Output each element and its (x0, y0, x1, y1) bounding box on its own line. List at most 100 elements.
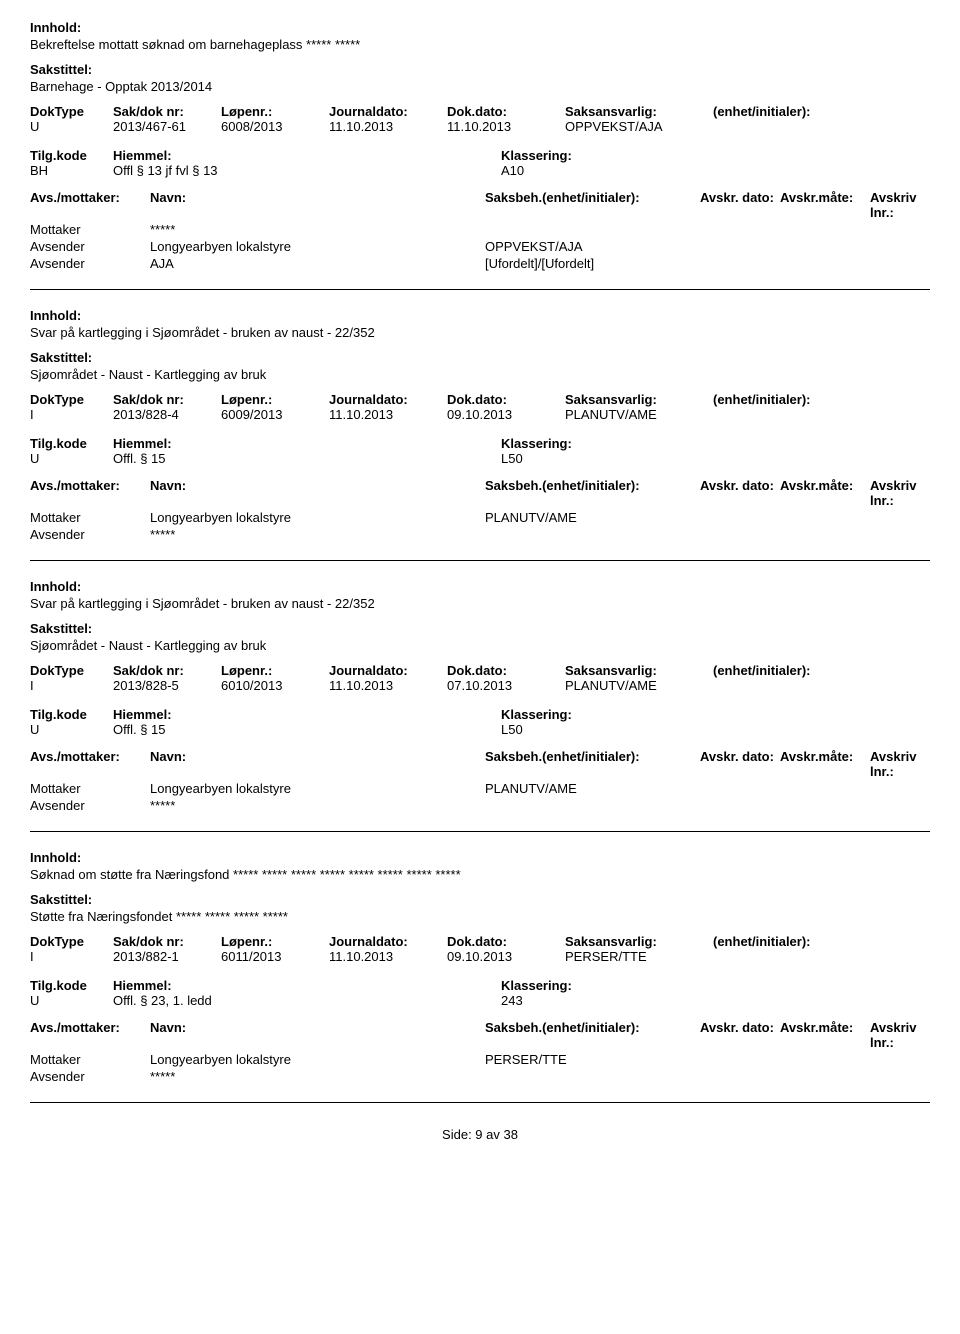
saksansvarlig-header: Saksansvarlig: (565, 663, 705, 678)
innhold-label: Innhold: (30, 308, 930, 323)
tilgkode-value: U (30, 993, 105, 1008)
party-role: Avsender (30, 527, 150, 542)
tilgkode-header: Tilg.kode (30, 978, 105, 993)
journaldato-header: Journaldato: (329, 934, 439, 949)
party-name: Longyearbyen lokalstyre (150, 1052, 485, 1067)
navn-header: Navn: (150, 1020, 485, 1050)
dokdato-header: Dok.dato: (447, 934, 557, 949)
sakstittel-label: Sakstittel: (30, 350, 930, 365)
dokdato-value: 11.10.2013 (447, 119, 557, 134)
saksansvarlig-value: PLANUTV/AME (565, 678, 705, 693)
journal-record: Innhold:Bekreftelse mottatt søknad om ba… (30, 20, 930, 290)
sakstittel-label: Sakstittel: (30, 892, 930, 907)
innhold-label: Innhold: (30, 579, 930, 594)
avskrdato-header: Avskr. dato: (700, 1020, 780, 1050)
tilg-grid: Tilg.kodeHiemmel:Klassering:BHOffl § 13 … (30, 148, 930, 178)
party-row: AvsenderLongyearbyen lokalstyreOPPVEKST/… (30, 239, 930, 254)
party-row: MottakerLongyearbyen lokalstyrePLANUTV/A… (30, 781, 930, 796)
party-saksbeh (485, 527, 930, 542)
party-name: ***** (150, 1069, 485, 1084)
journaldato-value: 11.10.2013 (329, 119, 439, 134)
party-header-row: Avs./mottaker:Navn:Saksbeh.(enhet/initia… (30, 1020, 930, 1050)
doc-meta-grid: DokTypeSak/dok nr:Løpenr.:Journaldato:Do… (30, 104, 930, 134)
lopenr-value: 6008/2013 (221, 119, 321, 134)
party-saksbeh: PLANUTV/AME (485, 781, 930, 796)
innhold-value: Søknad om støtte fra Næringsfond ***** *… (30, 867, 930, 882)
dokdato-header: Dok.dato: (447, 104, 557, 119)
dokdato-value: 09.10.2013 (447, 407, 557, 422)
party-role: Avsender (30, 1069, 150, 1084)
hjemmel-value: Offl § 13 jf fvl § 13 (113, 163, 493, 178)
klassering-header: Klassering: (501, 436, 930, 451)
avskrmate-header: Avskr.måte: (780, 749, 870, 779)
party-row: Avsender***** (30, 527, 930, 542)
saksbeh-header: Saksbeh.(enhet/initialer): (485, 749, 700, 779)
party-saksbeh: PERSER/TTE (485, 1052, 930, 1067)
avskrdato-header: Avskr. dato: (700, 478, 780, 508)
klassering-header: Klassering: (501, 978, 930, 993)
journal-record: Innhold:Svar på kartlegging i Sjøområdet… (30, 308, 930, 561)
party-role: Mottaker (30, 1052, 150, 1067)
party-role: Mottaker (30, 781, 150, 796)
avsmottaker-header: Avs./mottaker: (30, 478, 150, 508)
hjemmel-header: Hiemmel: (113, 978, 493, 993)
party-header-row: Avs./mottaker:Navn:Saksbeh.(enhet/initia… (30, 190, 930, 220)
avsmottaker-header: Avs./mottaker: (30, 749, 150, 779)
sakstittel-value: Sjøområdet - Naust - Kartlegging av bruk (30, 367, 930, 382)
hjemmel-value: Offl. § 15 (113, 451, 493, 466)
party-name: ***** (150, 222, 485, 237)
saksansvarlig-header: Saksansvarlig: (565, 392, 705, 407)
party-row: MottakerLongyearbyen lokalstyrePERSER/TT… (30, 1052, 930, 1067)
party-header-row: Avs./mottaker:Navn:Saksbeh.(enhet/initia… (30, 478, 930, 508)
doc-meta-grid: DokTypeSak/dok nr:Løpenr.:Journaldato:Do… (30, 392, 930, 422)
avskrivlnr-header: Avskriv lnr.: (870, 190, 930, 220)
saksansvarlig-value: PERSER/TTE (565, 949, 705, 964)
party-row: AvsenderAJA[Ufordelt]/[Ufordelt] (30, 256, 930, 271)
doktype-header: DokType (30, 392, 105, 407)
enhet-initialer-value (713, 119, 930, 134)
tilgkode-header: Tilg.kode (30, 436, 105, 451)
sakdoknr-header: Sak/dok nr: (113, 663, 213, 678)
party-row: Avsender***** (30, 798, 930, 813)
dokdato-header: Dok.dato: (447, 392, 557, 407)
tilg-grid: Tilg.kodeHiemmel:Klassering:UOffl. § 15L… (30, 436, 930, 466)
sakstittel-value: Barnehage - Opptak 2013/2014 (30, 79, 930, 94)
avskrmate-header: Avskr.måte: (780, 190, 870, 220)
dokdato-header: Dok.dato: (447, 663, 557, 678)
page-footer: Side: 9 av 38 (30, 1127, 930, 1142)
innhold-value: Bekreftelse mottatt søknad om barnehagep… (30, 37, 930, 52)
hjemmel-header: Hiemmel: (113, 707, 493, 722)
avskrdato-header: Avskr. dato: (700, 190, 780, 220)
enhet-initialer-header: (enhet/initialer): (713, 934, 930, 949)
tilgkode-value: BH (30, 163, 105, 178)
journal-record: Innhold:Svar på kartlegging i Sjøområdet… (30, 579, 930, 832)
hjemmel-value: Offl. § 15 (113, 722, 493, 737)
lopenr-value: 6010/2013 (221, 678, 321, 693)
navn-header: Navn: (150, 478, 485, 508)
saksbeh-header: Saksbeh.(enhet/initialer): (485, 478, 700, 508)
party-name: ***** (150, 527, 485, 542)
sakdoknr-header: Sak/dok nr: (113, 104, 213, 119)
journaldato-header: Journaldato: (329, 392, 439, 407)
sakstittel-label: Sakstittel: (30, 621, 930, 636)
tilg-grid: Tilg.kodeHiemmel:Klassering:UOffl. § 15L… (30, 707, 930, 737)
klassering-value: L50 (501, 722, 930, 737)
doc-meta-grid: DokTypeSak/dok nr:Løpenr.:Journaldato:Do… (30, 934, 930, 964)
enhet-initialer-value (713, 949, 930, 964)
journaldato-value: 11.10.2013 (329, 949, 439, 964)
journal-record: Innhold: Søknad om støtte fra Næringsfond… (30, 850, 930, 1103)
doc-meta-grid: DokTypeSak/dok nr:Løpenr.:Journaldato:Do… (30, 663, 930, 693)
innhold-label: Innhold: (30, 850, 930, 865)
sakstittel-value: Støtte fra Næringsfondet ***** ***** ***… (30, 909, 930, 924)
enhet-initialer-value (713, 678, 930, 693)
party-role: Mottaker (30, 510, 150, 525)
sakdoknr-value: 2013/828-5 (113, 678, 213, 693)
journaldato-header: Journaldato: (329, 104, 439, 119)
doktype-header: DokType (30, 663, 105, 678)
klassering-value: 243 (501, 993, 930, 1008)
avsmottaker-header: Avs./mottaker: (30, 190, 150, 220)
avsmottaker-header: Avs./mottaker: (30, 1020, 150, 1050)
doktype-value: I (30, 407, 105, 422)
klassering-header: Klassering: (501, 707, 930, 722)
sakdoknr-value: 2013/882-1 (113, 949, 213, 964)
